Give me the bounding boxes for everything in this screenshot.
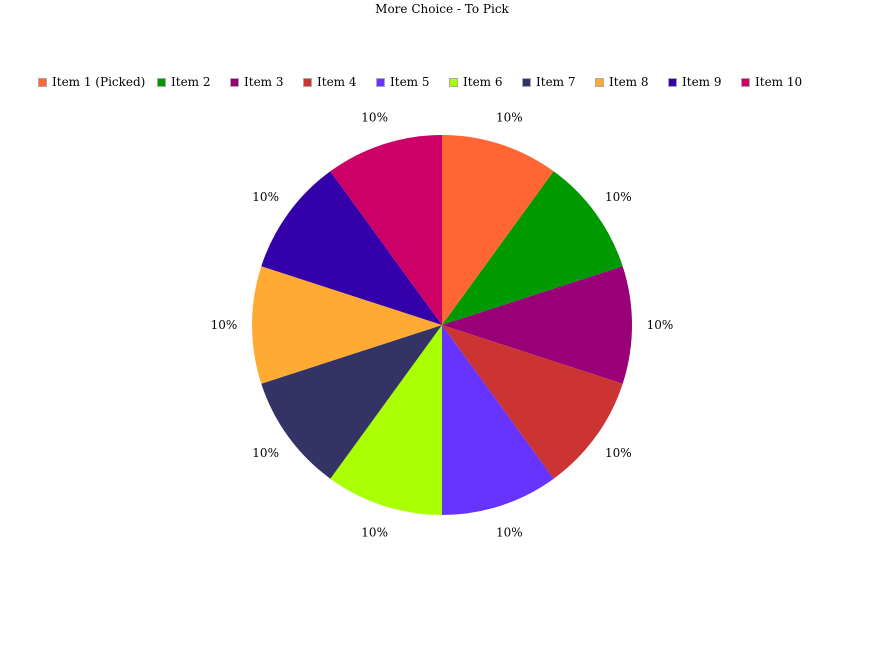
data-label: 10% bbox=[605, 446, 632, 460]
legend-item: Item 8 bbox=[595, 75, 649, 89]
legend-item: Item 6 bbox=[449, 75, 503, 89]
pie-slice bbox=[442, 171, 623, 325]
data-label: 10% bbox=[361, 525, 388, 539]
legend-label: Item 3 bbox=[244, 75, 284, 89]
legend-item: Item 2 bbox=[157, 75, 211, 89]
pie-slice bbox=[442, 325, 623, 479]
legend-swatch bbox=[741, 77, 750, 87]
legend-item: Item 7 bbox=[522, 75, 576, 89]
data-label: 10% bbox=[252, 446, 279, 460]
legend-label: Item 7 bbox=[536, 75, 576, 89]
legend-swatch bbox=[522, 77, 531, 87]
pie-slice bbox=[442, 325, 554, 515]
data-label: 10% bbox=[211, 318, 238, 332]
chart-title: More Choice - To Pick bbox=[375, 2, 509, 16]
legend-swatch bbox=[376, 77, 385, 87]
data-label: 10% bbox=[647, 318, 674, 332]
pie-slice bbox=[442, 266, 632, 384]
data-label: 10% bbox=[496, 525, 523, 539]
legend-label: Item 2 bbox=[171, 75, 211, 89]
pie-slice bbox=[252, 266, 442, 384]
legend-item: Item 9 bbox=[668, 75, 722, 89]
pie-slice bbox=[442, 135, 554, 325]
legend-label: Item 1 (Picked) bbox=[52, 75, 146, 89]
legend-swatch bbox=[157, 77, 166, 87]
legend-swatch bbox=[303, 77, 312, 87]
pie-slice bbox=[261, 171, 442, 325]
data-label: 10% bbox=[361, 111, 388, 125]
legend-label: Item 5 bbox=[390, 75, 430, 89]
legend-item: Item 3 bbox=[230, 75, 284, 89]
legend-item: Item 10 bbox=[741, 75, 802, 89]
legend-label: Item 6 bbox=[463, 75, 503, 89]
legend-item: Item 4 bbox=[303, 75, 357, 89]
legend-label: Item 8 bbox=[609, 75, 649, 89]
legend-swatch bbox=[230, 77, 239, 87]
pie-slice bbox=[330, 325, 442, 515]
pie-slice bbox=[261, 325, 442, 479]
data-label: 10% bbox=[496, 111, 523, 125]
legend-swatch bbox=[38, 77, 47, 87]
pie-slice bbox=[330, 135, 442, 325]
legend-item: Item 1 (Picked) bbox=[38, 75, 145, 89]
legend-item: Item 5 bbox=[376, 75, 430, 89]
legend-swatch bbox=[449, 77, 458, 87]
legend-label: Item 10 bbox=[755, 75, 803, 89]
legend-swatch bbox=[595, 77, 604, 87]
legend-label: Item 4 bbox=[317, 75, 357, 89]
data-label: 10% bbox=[605, 190, 632, 204]
data-label: 10% bbox=[252, 190, 279, 204]
legend-label: Item 9 bbox=[682, 75, 722, 89]
legend-swatch bbox=[668, 77, 677, 87]
